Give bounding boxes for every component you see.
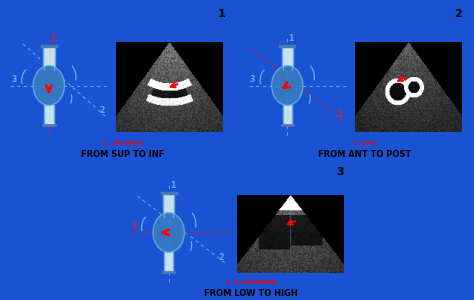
Text: 2: 2	[455, 9, 462, 19]
Text: FROM ANT TO POST: FROM ANT TO POST	[318, 150, 411, 159]
Ellipse shape	[153, 213, 184, 252]
Text: 3: 3	[250, 75, 255, 84]
Text: 2  SAX: 2 SAX	[353, 141, 376, 146]
Text: 3  4 CHAMBER: 3 4 CHAMBER	[226, 280, 276, 285]
Text: 1: 1	[218, 9, 225, 19]
Text: FROM SUP TO INF: FROM SUP TO INF	[82, 150, 165, 159]
Bar	[43, 46, 55, 66]
Bar	[163, 193, 174, 213]
Text: 1: 1	[288, 34, 293, 43]
Bar	[164, 252, 173, 272]
Text: 2: 2	[219, 253, 224, 262]
Text: 3: 3	[336, 167, 344, 178]
Text: 1: 1	[50, 34, 55, 43]
Text: 1: 1	[170, 181, 175, 190]
Bar	[282, 46, 293, 66]
Ellipse shape	[33, 66, 64, 105]
Bar	[44, 105, 54, 125]
Text: 2: 2	[99, 106, 104, 115]
Ellipse shape	[272, 66, 303, 105]
Text: FROM LOW TO HIGH: FROM LOW TO HIGH	[204, 289, 298, 298]
Bar	[283, 105, 292, 125]
Text: 3: 3	[131, 222, 137, 231]
Text: 1   BICAVAL: 1 BICAVAL	[103, 141, 143, 146]
Text: 2: 2	[337, 110, 343, 119]
Text: 3: 3	[11, 75, 17, 84]
